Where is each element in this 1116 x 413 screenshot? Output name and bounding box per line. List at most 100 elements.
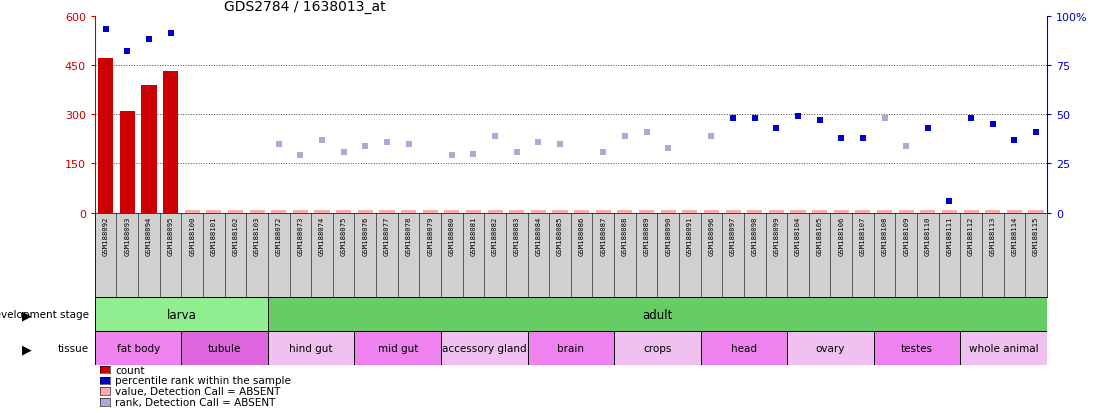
Bar (552, 211, 568, 213)
Text: GSM188106: GSM188106 (838, 216, 845, 255)
Text: GSM188115: GSM188115 (1033, 216, 1039, 255)
Bar (1007, 211, 1022, 213)
Point (616, 133, 634, 140)
Bar (268, 298, 1047, 332)
Text: GSM188072: GSM188072 (276, 216, 281, 255)
Bar (401, 211, 416, 213)
Text: percentile rank within the sample: percentile rank within the sample (115, 375, 291, 385)
Point (637, 129, 655, 136)
Text: GSM188082: GSM188082 (492, 216, 498, 255)
Text: GSM188095: GSM188095 (167, 216, 174, 255)
Text: GSM188079: GSM188079 (427, 216, 433, 255)
Point (703, 133, 721, 140)
Text: GSM188111: GSM188111 (946, 216, 952, 255)
Text: GSM188114: GSM188114 (1011, 216, 1018, 255)
Bar (812, 211, 827, 213)
Text: GSM188074: GSM188074 (319, 216, 325, 255)
Text: larva: larva (166, 308, 196, 321)
Point (897, 143, 915, 150)
Point (508, 149, 526, 155)
Text: fat body: fat body (116, 344, 160, 354)
Bar (98, 59, 113, 213)
Point (724, 116, 742, 122)
Point (768, 125, 786, 132)
Bar (639, 211, 654, 213)
Text: brain: brain (557, 344, 585, 354)
Point (962, 116, 980, 122)
Text: GSM188108: GSM188108 (882, 216, 887, 255)
Point (529, 139, 547, 146)
Text: tissue: tissue (58, 344, 89, 354)
Text: GSM188100: GSM188100 (190, 216, 195, 255)
Point (551, 141, 569, 147)
Bar (747, 211, 762, 213)
Bar (465, 211, 481, 213)
Bar (596, 211, 610, 213)
Point (487, 133, 504, 140)
Bar (1029, 211, 1043, 213)
Bar (682, 211, 698, 213)
Text: GSM188109: GSM188109 (903, 216, 910, 255)
Bar (292, 211, 308, 213)
Text: GSM188075: GSM188075 (340, 216, 347, 255)
Bar (182, 332, 268, 366)
Bar (163, 72, 179, 213)
Text: ▶: ▶ (22, 342, 32, 355)
Bar (877, 211, 892, 213)
Text: whole animal: whole animal (969, 344, 1038, 354)
Bar (268, 332, 355, 366)
Point (270, 141, 288, 147)
Bar (355, 332, 441, 366)
Bar (874, 332, 960, 366)
Bar (95, 298, 268, 332)
Point (400, 141, 417, 147)
Text: GSM188104: GSM188104 (795, 216, 801, 255)
Text: GSM188105: GSM188105 (817, 216, 822, 255)
Text: GSM188077: GSM188077 (384, 216, 389, 255)
Point (660, 145, 677, 152)
Text: GSM188096: GSM188096 (709, 216, 714, 255)
Text: ▶: ▶ (22, 308, 32, 321)
Point (789, 114, 807, 120)
Point (941, 198, 959, 204)
Bar (834, 211, 849, 213)
Text: GSM188087: GSM188087 (600, 216, 606, 255)
Bar (441, 332, 528, 366)
Bar (358, 211, 373, 213)
Text: rank, Detection Call = ABSENT: rank, Detection Call = ABSENT (115, 397, 276, 407)
Point (595, 149, 613, 155)
Bar (921, 211, 935, 213)
Text: GSM188110: GSM188110 (925, 216, 931, 255)
Text: GDS2784 / 1638013_at: GDS2784 / 1638013_at (224, 0, 386, 14)
Bar (509, 211, 525, 213)
Point (810, 117, 828, 124)
Point (918, 125, 936, 132)
Bar (855, 211, 870, 213)
Bar (250, 211, 264, 213)
Text: mid gut: mid gut (377, 344, 417, 354)
Text: GSM188085: GSM188085 (557, 216, 562, 255)
Point (854, 135, 872, 142)
Text: GSM188098: GSM188098 (752, 216, 758, 255)
Text: GSM188076: GSM188076 (363, 216, 368, 255)
Point (833, 135, 850, 142)
Point (140, 37, 157, 43)
Bar (704, 211, 719, 213)
Bar (228, 211, 243, 213)
Bar (790, 211, 806, 213)
Point (118, 49, 136, 55)
Point (443, 153, 461, 159)
Text: head: head (731, 344, 757, 354)
Point (291, 153, 309, 159)
Text: GSM188088: GSM188088 (622, 216, 628, 255)
Text: GSM188083: GSM188083 (513, 216, 520, 255)
Text: GSM188078: GSM188078 (405, 216, 412, 255)
Text: GSM188084: GSM188084 (536, 216, 541, 255)
Text: GSM188097: GSM188097 (730, 216, 737, 255)
Bar (960, 332, 1047, 366)
Text: adult: adult (642, 308, 673, 321)
Text: GSM188092: GSM188092 (103, 216, 108, 255)
Text: GSM188089: GSM188089 (644, 216, 650, 255)
Text: hind gut: hind gut (289, 344, 333, 354)
Bar (336, 211, 352, 213)
